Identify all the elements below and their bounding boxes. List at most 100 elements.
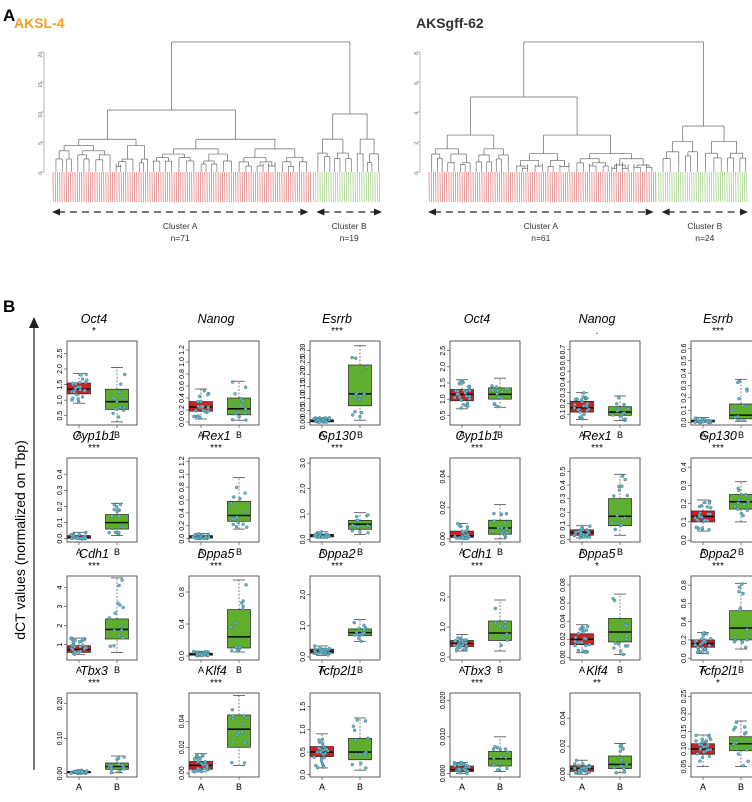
data-point: [746, 499, 751, 504]
significance-label: ***: [471, 561, 483, 572]
data-point: [84, 372, 88, 376]
data-point: [493, 745, 497, 749]
y-tick-label: 0.4: [681, 368, 688, 378]
plot-frame: [309, 692, 381, 778]
data-point: [740, 640, 745, 644]
data-point: [742, 418, 746, 423]
gene-title: Esrrb: [703, 312, 733, 326]
data-point: [115, 505, 119, 509]
data-point: [624, 624, 629, 628]
data-point: [69, 636, 73, 641]
data-point: [233, 392, 237, 396]
dendrogram-1: AKSL-4 0 5 10 15 20 Cluster A n=71 Cluster B n=19: [14, 15, 382, 243]
gene-title: Tcfp2l1: [698, 664, 738, 678]
data-point: [455, 644, 459, 648]
data-point: [465, 769, 470, 773]
gene-title: Cyp1b1: [455, 429, 498, 443]
data-point: [121, 396, 125, 401]
boxplot-oct4: Oct4* 0.5 1.0 1.5 2.0 2.5 A B: [57, 312, 138, 440]
data-point: [70, 536, 74, 541]
data-point: [235, 515, 239, 519]
significance-label: ***: [591, 443, 603, 454]
data-point: [585, 408, 589, 413]
y-tick-label: 2.5: [440, 346, 447, 356]
data-point: [107, 616, 112, 620]
gene-title: Cdh1: [462, 547, 492, 561]
y-tick-label: 0.5: [440, 410, 447, 420]
data-point: [619, 758, 623, 762]
data-point: [117, 633, 122, 637]
data-point: [573, 639, 577, 644]
data-point: [492, 763, 496, 767]
data-point: [77, 532, 81, 537]
y-tick-label: 0.1: [681, 517, 688, 527]
data-point: [231, 522, 235, 527]
gene-title: Esrrb: [322, 312, 352, 326]
data-point: [322, 756, 326, 760]
x-tick-label: A: [700, 665, 706, 675]
dendrogram-tick-label: 0: [414, 172, 420, 175]
data-point: [202, 767, 207, 771]
y-tick-label: 2.0: [440, 592, 447, 602]
boxplot-tcfp2l1: Tcfp2l1* 0.05 0.10 0.15 0.20 0.25 A B: [681, 664, 752, 792]
data-point: [620, 484, 624, 488]
x-tick-label: A: [319, 665, 325, 675]
data-point: [737, 497, 741, 502]
significance-label: ***: [331, 561, 343, 572]
x-tick-label: A: [198, 430, 204, 440]
boxplot-esrrb: Esrrb*** 0.0 0.1 0.2 0.3 0.4 0.5 0.6 A B: [681, 312, 752, 440]
data-point: [194, 536, 198, 541]
boxplot-rex1: Rex1*** 0.0 0.2 0.4 0.6 0.8 1.0 1.2 A B: [179, 429, 260, 557]
y-tick-label: 0.8: [681, 580, 688, 590]
data-point: [582, 766, 586, 770]
plot-frame: [690, 457, 752, 543]
data-point: [612, 646, 616, 650]
boxplot-dppa2: Dppa2*** 0.0 0.2 0.4 0.6 0.8 A B: [681, 547, 752, 675]
data-point: [587, 642, 592, 647]
data-point: [619, 743, 624, 747]
data-point: [623, 477, 627, 482]
data-point: [107, 531, 111, 535]
data-point: [196, 404, 200, 409]
data-point: [200, 532, 205, 537]
y-tick-label: 0.20: [300, 368, 307, 382]
data-point: [356, 519, 360, 523]
data-point: [358, 394, 362, 398]
data-point: [700, 526, 704, 531]
data-point: [622, 770, 627, 774]
x-tick-label: B: [236, 547, 242, 557]
y-tick-label: 4: [57, 585, 64, 589]
y-tick-label: 0.1: [57, 518, 64, 528]
y-tick-label: 0.6: [681, 343, 688, 353]
gene-title: Klf4: [586, 664, 608, 678]
data-point: [464, 644, 469, 648]
data-point: [314, 763, 318, 768]
data-point: [230, 649, 234, 653]
data-point: [234, 525, 239, 529]
data-point: [230, 517, 235, 521]
x-tick-label: A: [579, 782, 585, 792]
x-tick-label: A: [459, 665, 465, 675]
data-point: [354, 630, 359, 634]
y-tick-label: 0.2: [179, 405, 186, 415]
y-tick-label: 0.5: [560, 467, 567, 477]
data-point: [612, 494, 616, 498]
box-cluster-b: [227, 714, 251, 748]
data-point: [500, 390, 505, 394]
data-point: [738, 608, 742, 612]
data-point: [231, 717, 235, 721]
data-point: [320, 741, 325, 746]
data-point: [581, 625, 585, 630]
data-point: [701, 420, 705, 424]
data-point: [352, 394, 356, 399]
data-point: [465, 528, 469, 532]
data-point: [116, 415, 121, 419]
data-point: [465, 525, 470, 529]
plot-frame: [449, 575, 521, 661]
y-tick-label: 0.02: [179, 740, 186, 754]
data-point: [350, 413, 355, 417]
plot-frame: [188, 692, 260, 778]
data-point: [617, 484, 621, 489]
data-point: [742, 502, 746, 506]
y-tick-label: 0.4: [681, 617, 688, 627]
